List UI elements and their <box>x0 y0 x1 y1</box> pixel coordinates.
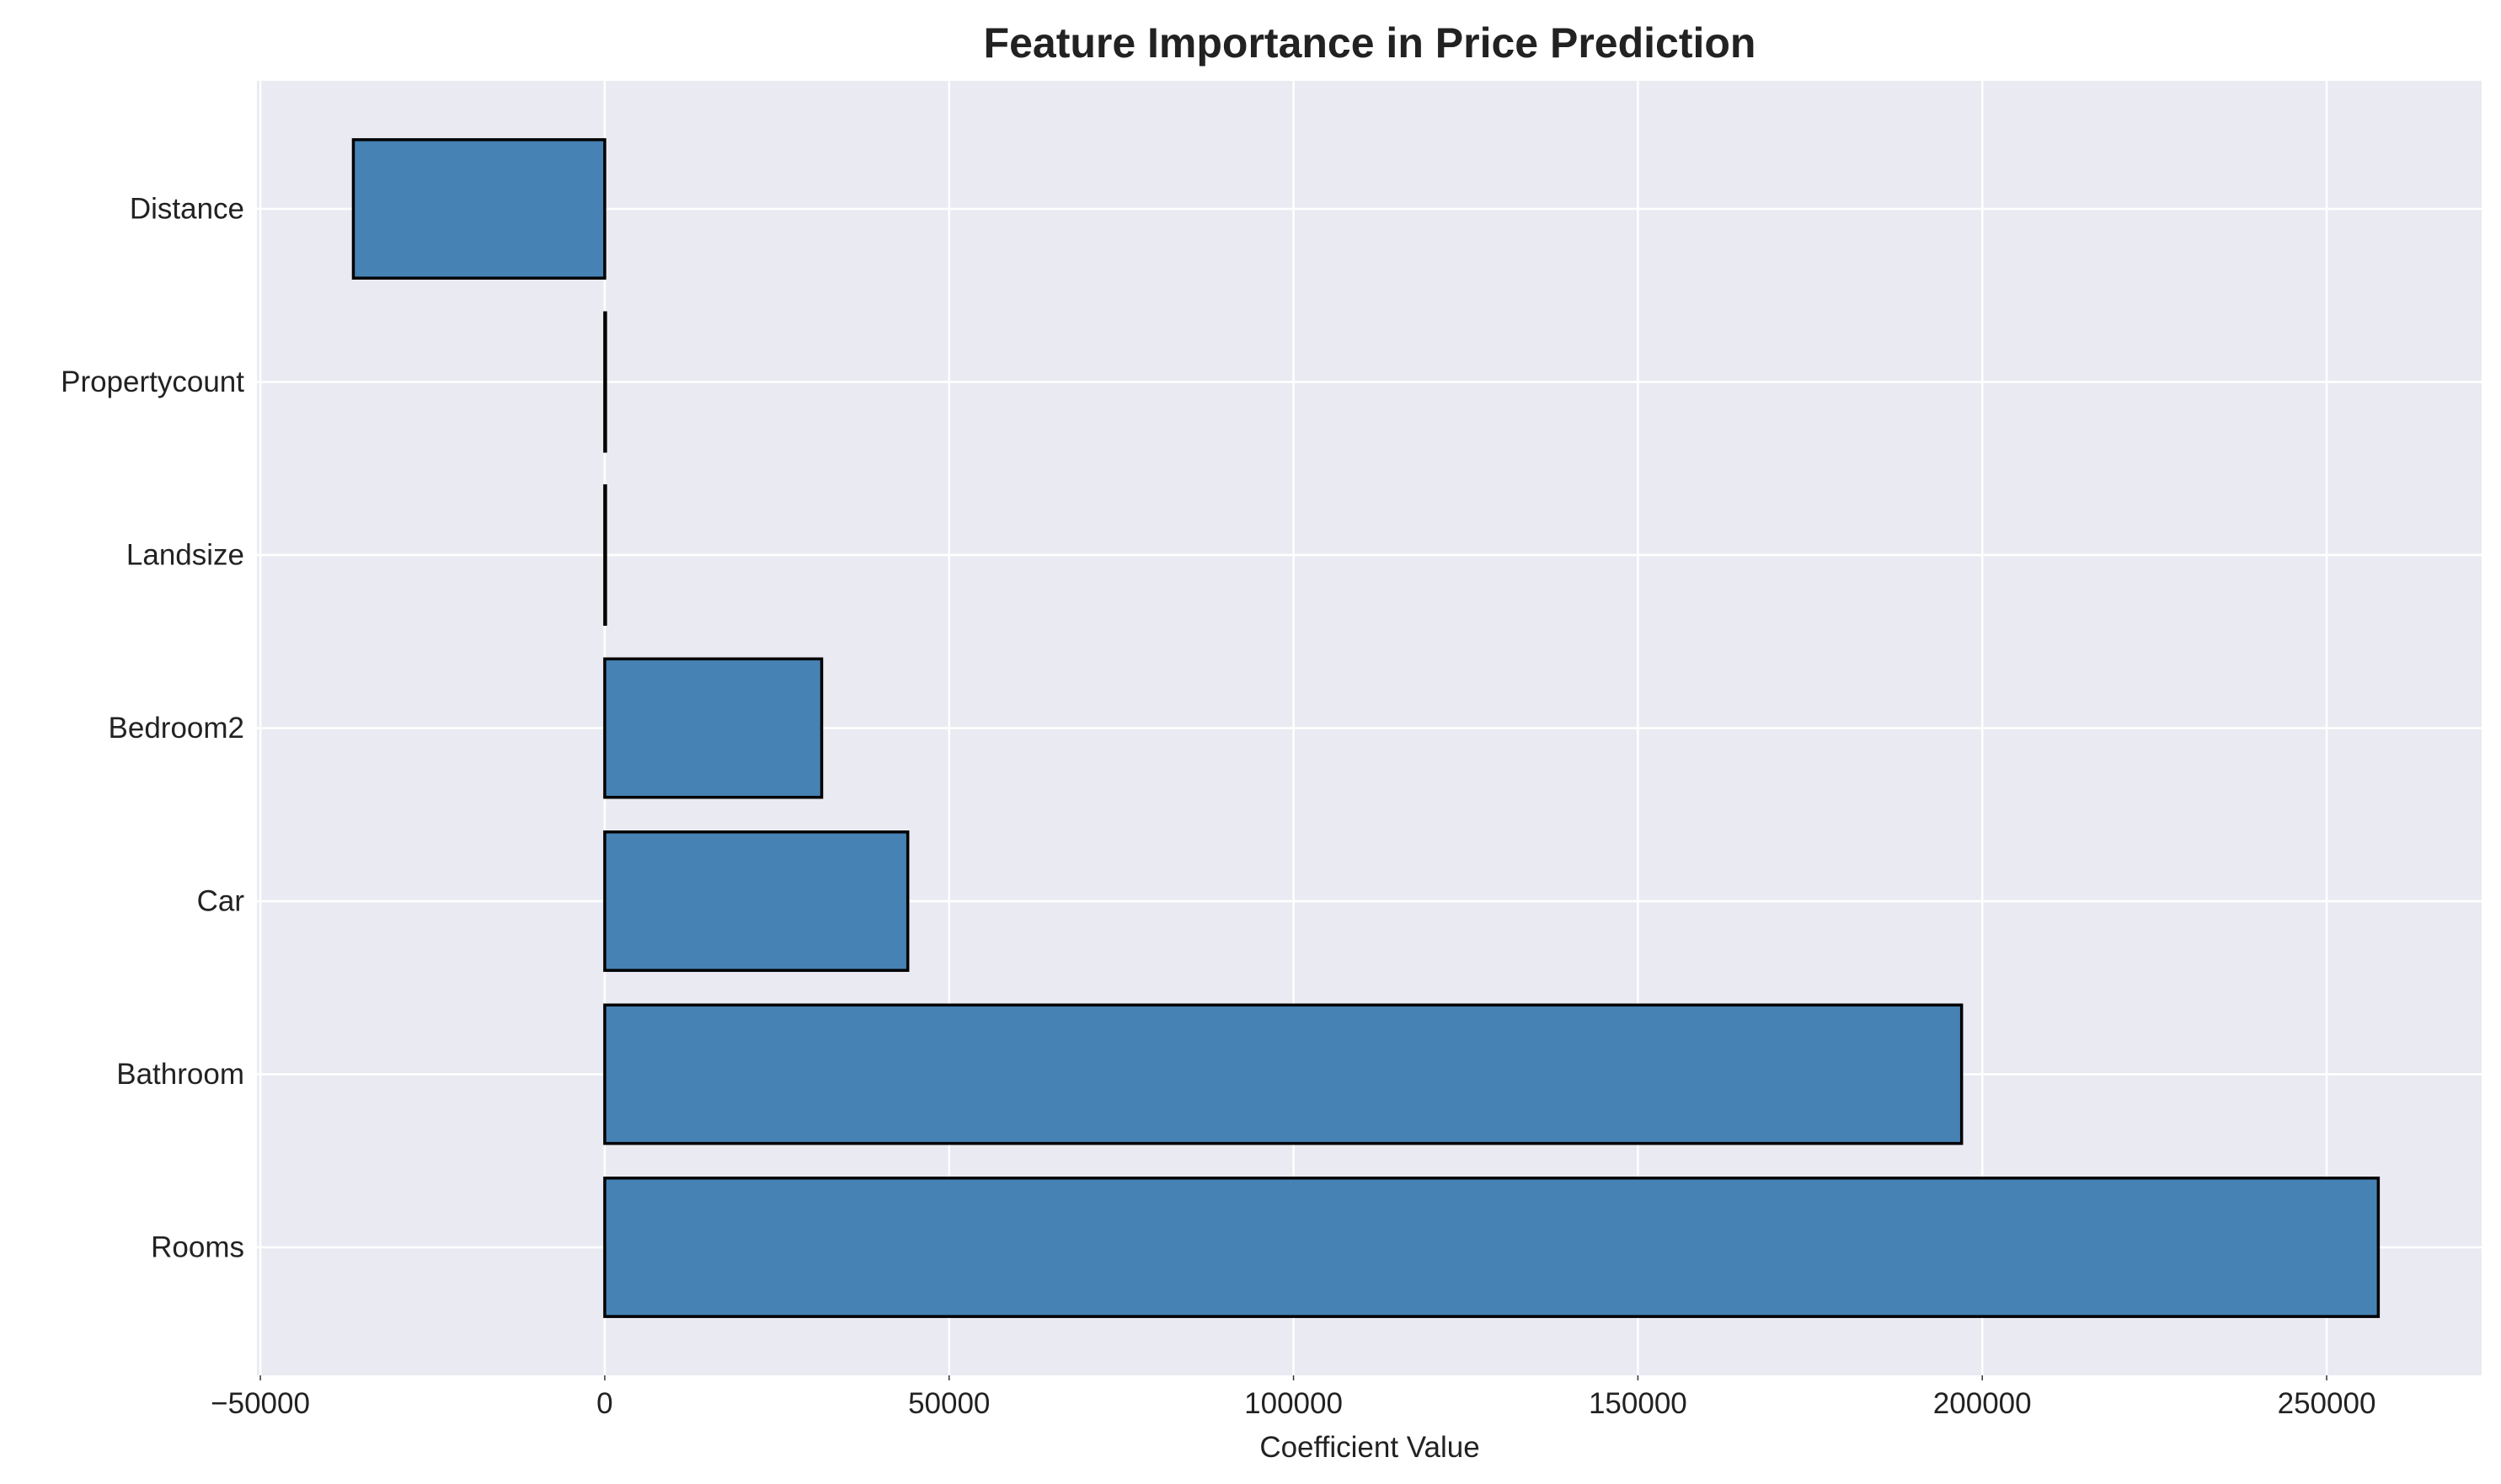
x-tick-label: 250000 <box>2278 1387 2376 1420</box>
y-tick-label: Propertycount <box>61 366 244 398</box>
bar-propertycount <box>603 311 607 453</box>
y-tick-label: Car <box>197 884 245 917</box>
x-tick-label: 50000 <box>908 1387 990 1420</box>
bar-landsize <box>603 484 607 626</box>
x-tick-label: 100000 <box>1244 1387 1343 1420</box>
x-tick-label: −50000 <box>211 1387 310 1420</box>
x-tick-labels: −50000 0 50000 100000 150000 200000 250000 <box>211 1375 2375 1420</box>
y-tick-label: Bedroom2 <box>109 712 244 745</box>
x-axis-label: Coefficient Value <box>1259 1431 1479 1464</box>
y-tick-label: Distance <box>130 193 244 226</box>
bars <box>351 138 2381 1318</box>
bar-car <box>603 830 910 972</box>
x-tick-label: 200000 <box>1933 1387 2032 1420</box>
bar-rooms <box>603 1177 2381 1318</box>
bar-distance <box>351 138 607 280</box>
y-tick-labels: Rooms Bathroom Car Bedroom2 Landsize Property… <box>61 193 244 1264</box>
y-tick-label: Bathroom <box>116 1058 244 1091</box>
bar-bedroom2 <box>603 657 824 799</box>
chart-title: Feature Importance in Price Prediction <box>984 19 1756 67</box>
x-tick-label: 150000 <box>1589 1387 1687 1420</box>
y-tick-label: Rooms <box>151 1230 244 1263</box>
x-tick-label: 0 <box>596 1387 612 1420</box>
bar-bathroom <box>603 1003 1964 1145</box>
y-tick-label: Landsize <box>126 539 244 572</box>
